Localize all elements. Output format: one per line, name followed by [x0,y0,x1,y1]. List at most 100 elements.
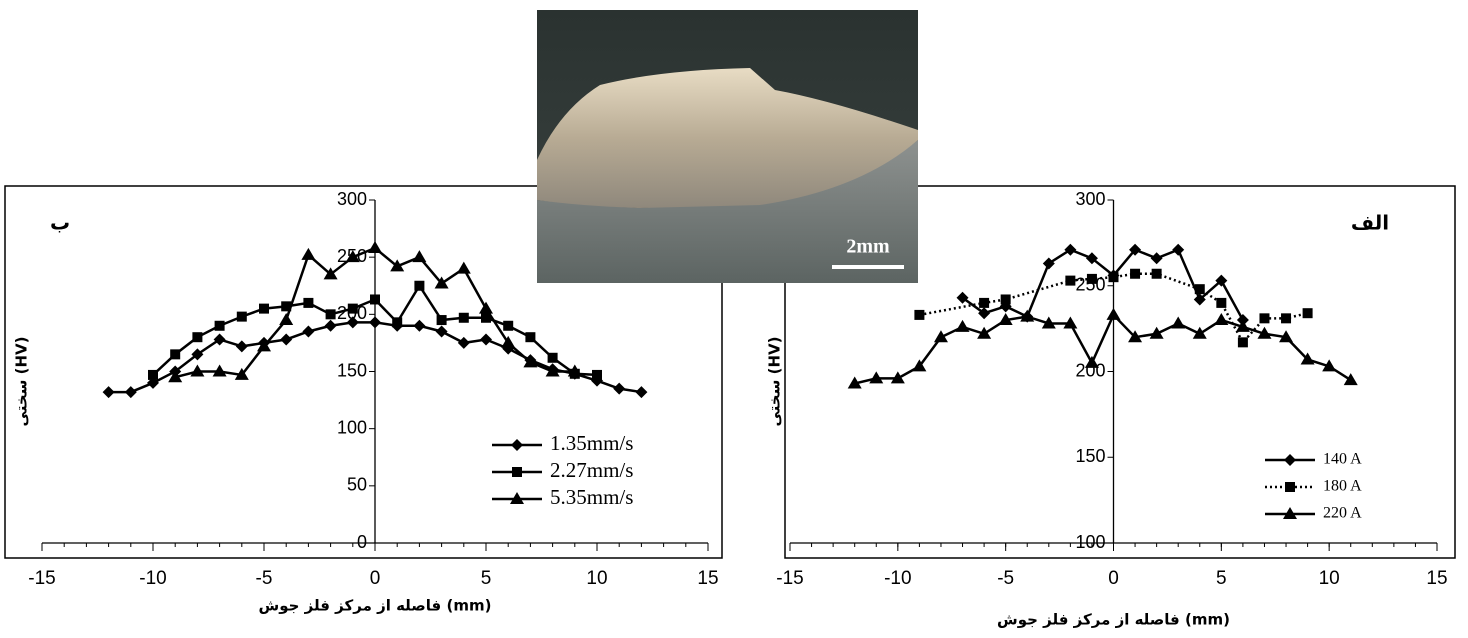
marker [457,262,471,274]
marker [413,320,425,332]
x-tick-label: -10 [884,568,911,589]
marker [192,332,202,342]
marker [592,370,602,380]
marker [1238,337,1248,347]
marker [412,250,426,262]
marker [368,241,382,253]
x-tick-label: 15 [1426,568,1447,589]
marker [1172,244,1184,256]
marker [348,304,358,314]
marker [548,353,558,363]
legend-label: 140 A [1323,451,1362,468]
x-tick-label: 5 [1216,568,1227,589]
marker [979,298,989,308]
marker [369,316,381,328]
y-tick-label: 150 [1075,446,1105,466]
marker [1109,272,1119,282]
marker [125,386,137,398]
marker [1130,269,1140,279]
marker [1281,313,1291,323]
micrograph: 2mm [537,10,918,283]
y-tick-label: 50 [347,475,367,495]
y-axis-title: سختی (HV) [766,337,784,427]
marker [370,294,380,304]
marker [1285,482,1295,492]
marker [437,315,447,325]
marker [325,320,337,332]
marker [501,336,515,348]
x-tick-label: -5 [997,568,1014,589]
marker [1043,257,1055,269]
marker [479,302,493,314]
marker [503,321,513,331]
marker [1171,316,1185,328]
panel-label: الف [1351,211,1389,235]
marker [1064,244,1076,256]
y-tick-label: 150 [337,360,367,380]
x-tick-label: -15 [28,568,55,589]
marker [215,321,225,331]
x-tick-label: 0 [370,568,381,589]
y-tick-label: 300 [337,189,367,209]
marker [1195,284,1205,294]
y-tick-label: 300 [1075,189,1105,209]
marker [1303,308,1313,318]
marker [1001,294,1011,304]
x-tick-label: 0 [1108,568,1119,589]
y-tick-label: 100 [337,417,367,437]
x-tick-label: -10 [139,568,166,589]
marker [458,337,470,349]
marker [392,317,402,327]
marker [414,281,424,291]
marker [170,349,180,359]
marker [303,298,313,308]
marker [1087,274,1097,284]
marker [1107,308,1121,320]
marker [1214,313,1228,325]
marker [459,313,469,323]
x-tick-label: -5 [256,568,273,589]
figure: -15-10-5051015050100150200250300بفاصله ا… [0,0,1468,638]
marker [236,340,248,352]
legend-label: 2.27mm/s [550,458,633,482]
marker [302,325,314,337]
marker [1344,373,1358,385]
marker [635,386,647,398]
marker [301,248,315,260]
marker [613,383,625,395]
x-tick-label: 10 [1319,568,1340,589]
marker [1216,298,1226,308]
x-tick-label: -15 [776,568,803,589]
legend-label: 5.35mm/s [550,485,633,509]
legend-label: 180 A [1323,478,1362,495]
x-axis-title: فاصله از مرکز فلز جوش (mm) [997,611,1230,629]
y-axis-title: سختی (HV) [13,337,31,427]
marker [1259,313,1269,323]
panel-label: ب [50,211,70,235]
marker [480,333,492,345]
x-axis-title: فاصله از مرکز فلز جوش (mm) [259,597,492,615]
marker [525,332,535,342]
marker [1151,252,1163,264]
marker [956,320,970,332]
x-tick-label: 15 [697,568,718,589]
scale-bar [832,265,904,269]
marker [148,370,158,380]
marker [237,312,247,322]
x-tick-label: 10 [586,568,607,589]
y-tick-label: 100 [1075,532,1105,552]
marker [1284,454,1296,466]
marker [436,325,448,337]
marker [1065,276,1075,286]
y-tick-label: 0 [357,532,367,552]
marker [512,467,522,477]
legend-label: 220 A [1323,505,1362,522]
marker [279,313,293,325]
marker [259,304,269,314]
marker [280,333,292,345]
marker [511,439,523,451]
marker [1152,269,1162,279]
x-tick-label: 5 [481,568,492,589]
scale-label: 2mm [846,236,890,258]
marker [914,310,924,320]
